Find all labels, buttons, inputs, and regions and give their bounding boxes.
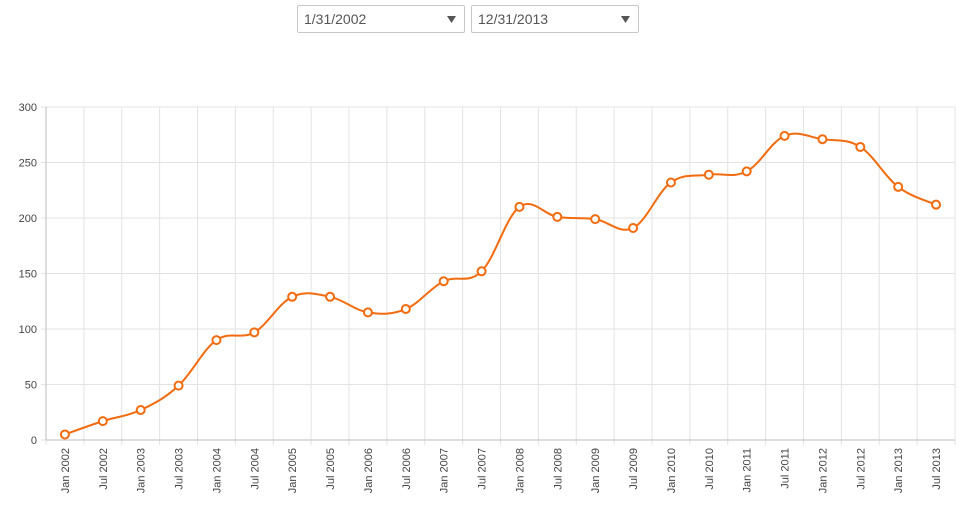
- point: [325, 291, 336, 302]
- dropdown-arrow: [621, 16, 630, 23]
- point: [590, 214, 601, 225]
- x-tick-label: Jan 2013: [893, 448, 905, 493]
- x-tick-label: Jul 2003: [174, 448, 186, 490]
- x-tick-label: Jan 2005: [287, 448, 299, 493]
- point: [135, 405, 146, 416]
- point: [628, 222, 639, 233]
- y-tick-label: 100: [19, 324, 37, 336]
- y-tick-label: 250: [19, 158, 37, 170]
- x-tick-label: Jul 2013: [931, 448, 943, 490]
- x-tick-label: Jan 2011: [742, 448, 754, 492]
- end-date: 12/31/2013: [478, 11, 549, 27]
- x-tick-label: Jan 2010: [666, 448, 678, 493]
- x-tick-label: Jan 2003: [136, 448, 148, 493]
- x-tick-label: Jul 2012: [855, 448, 867, 490]
- x-tick-label: Jul 2005: [325, 448, 337, 490]
- start-date: 1/31/2002: [304, 11, 367, 27]
- point: [211, 335, 222, 346]
- point: [476, 266, 487, 277]
- start-date-dropdown[interactable]: 1/31/2002: [297, 5, 465, 33]
- x-tick-label: Jan 2008: [514, 448, 526, 493]
- point: [552, 211, 563, 222]
- y-tick-label: 300: [19, 102, 37, 114]
- y-tick-label: 50: [25, 380, 37, 392]
- x-tick-label: Jan 2004: [211, 448, 223, 493]
- point: [173, 380, 184, 391]
- point: [362, 307, 373, 318]
- x-tick-label: Jul 2006: [401, 448, 413, 490]
- x-tick-label: Jul 2002: [98, 448, 110, 490]
- point: [855, 141, 866, 152]
- point: [400, 304, 411, 315]
- y-tick-label: 150: [19, 269, 37, 281]
- point: [931, 199, 942, 210]
- y-tick-label: 0: [31, 435, 37, 447]
- x-tick-label: Jul 2011: [780, 448, 792, 489]
- point: [817, 134, 828, 145]
- point: [287, 291, 298, 302]
- point: [893, 181, 904, 192]
- point: [741, 166, 752, 177]
- x-tick-label: Jan 2002: [60, 448, 72, 493]
- point: [703, 169, 714, 180]
- x-tick-label: Jul 2007: [477, 448, 489, 490]
- end-date-dropdown[interactable]: 12/31/2013: [471, 5, 639, 33]
- x-tick-label: Jul 2004: [249, 448, 261, 490]
- x-tick-label: Jul 2010: [704, 448, 716, 490]
- x-tick-label: Jan 2012: [817, 448, 829, 493]
- point: [438, 276, 449, 287]
- point: [249, 327, 260, 338]
- point: [59, 429, 70, 440]
- y-tick-label: 200: [19, 213, 37, 225]
- point: [779, 130, 790, 141]
- x-tick-label: Jan 2007: [439, 448, 451, 493]
- point: [97, 416, 108, 427]
- x-tick-label: Jul 2008: [552, 448, 564, 490]
- x-tick-label: Jan 2006: [363, 448, 375, 493]
- x-tick-label: Jan 2009: [590, 448, 602, 493]
- dropdown-arrow: [447, 16, 456, 23]
- point: [665, 177, 676, 188]
- point: [514, 201, 525, 212]
- x-tick-label: Jul 2009: [628, 448, 640, 490]
